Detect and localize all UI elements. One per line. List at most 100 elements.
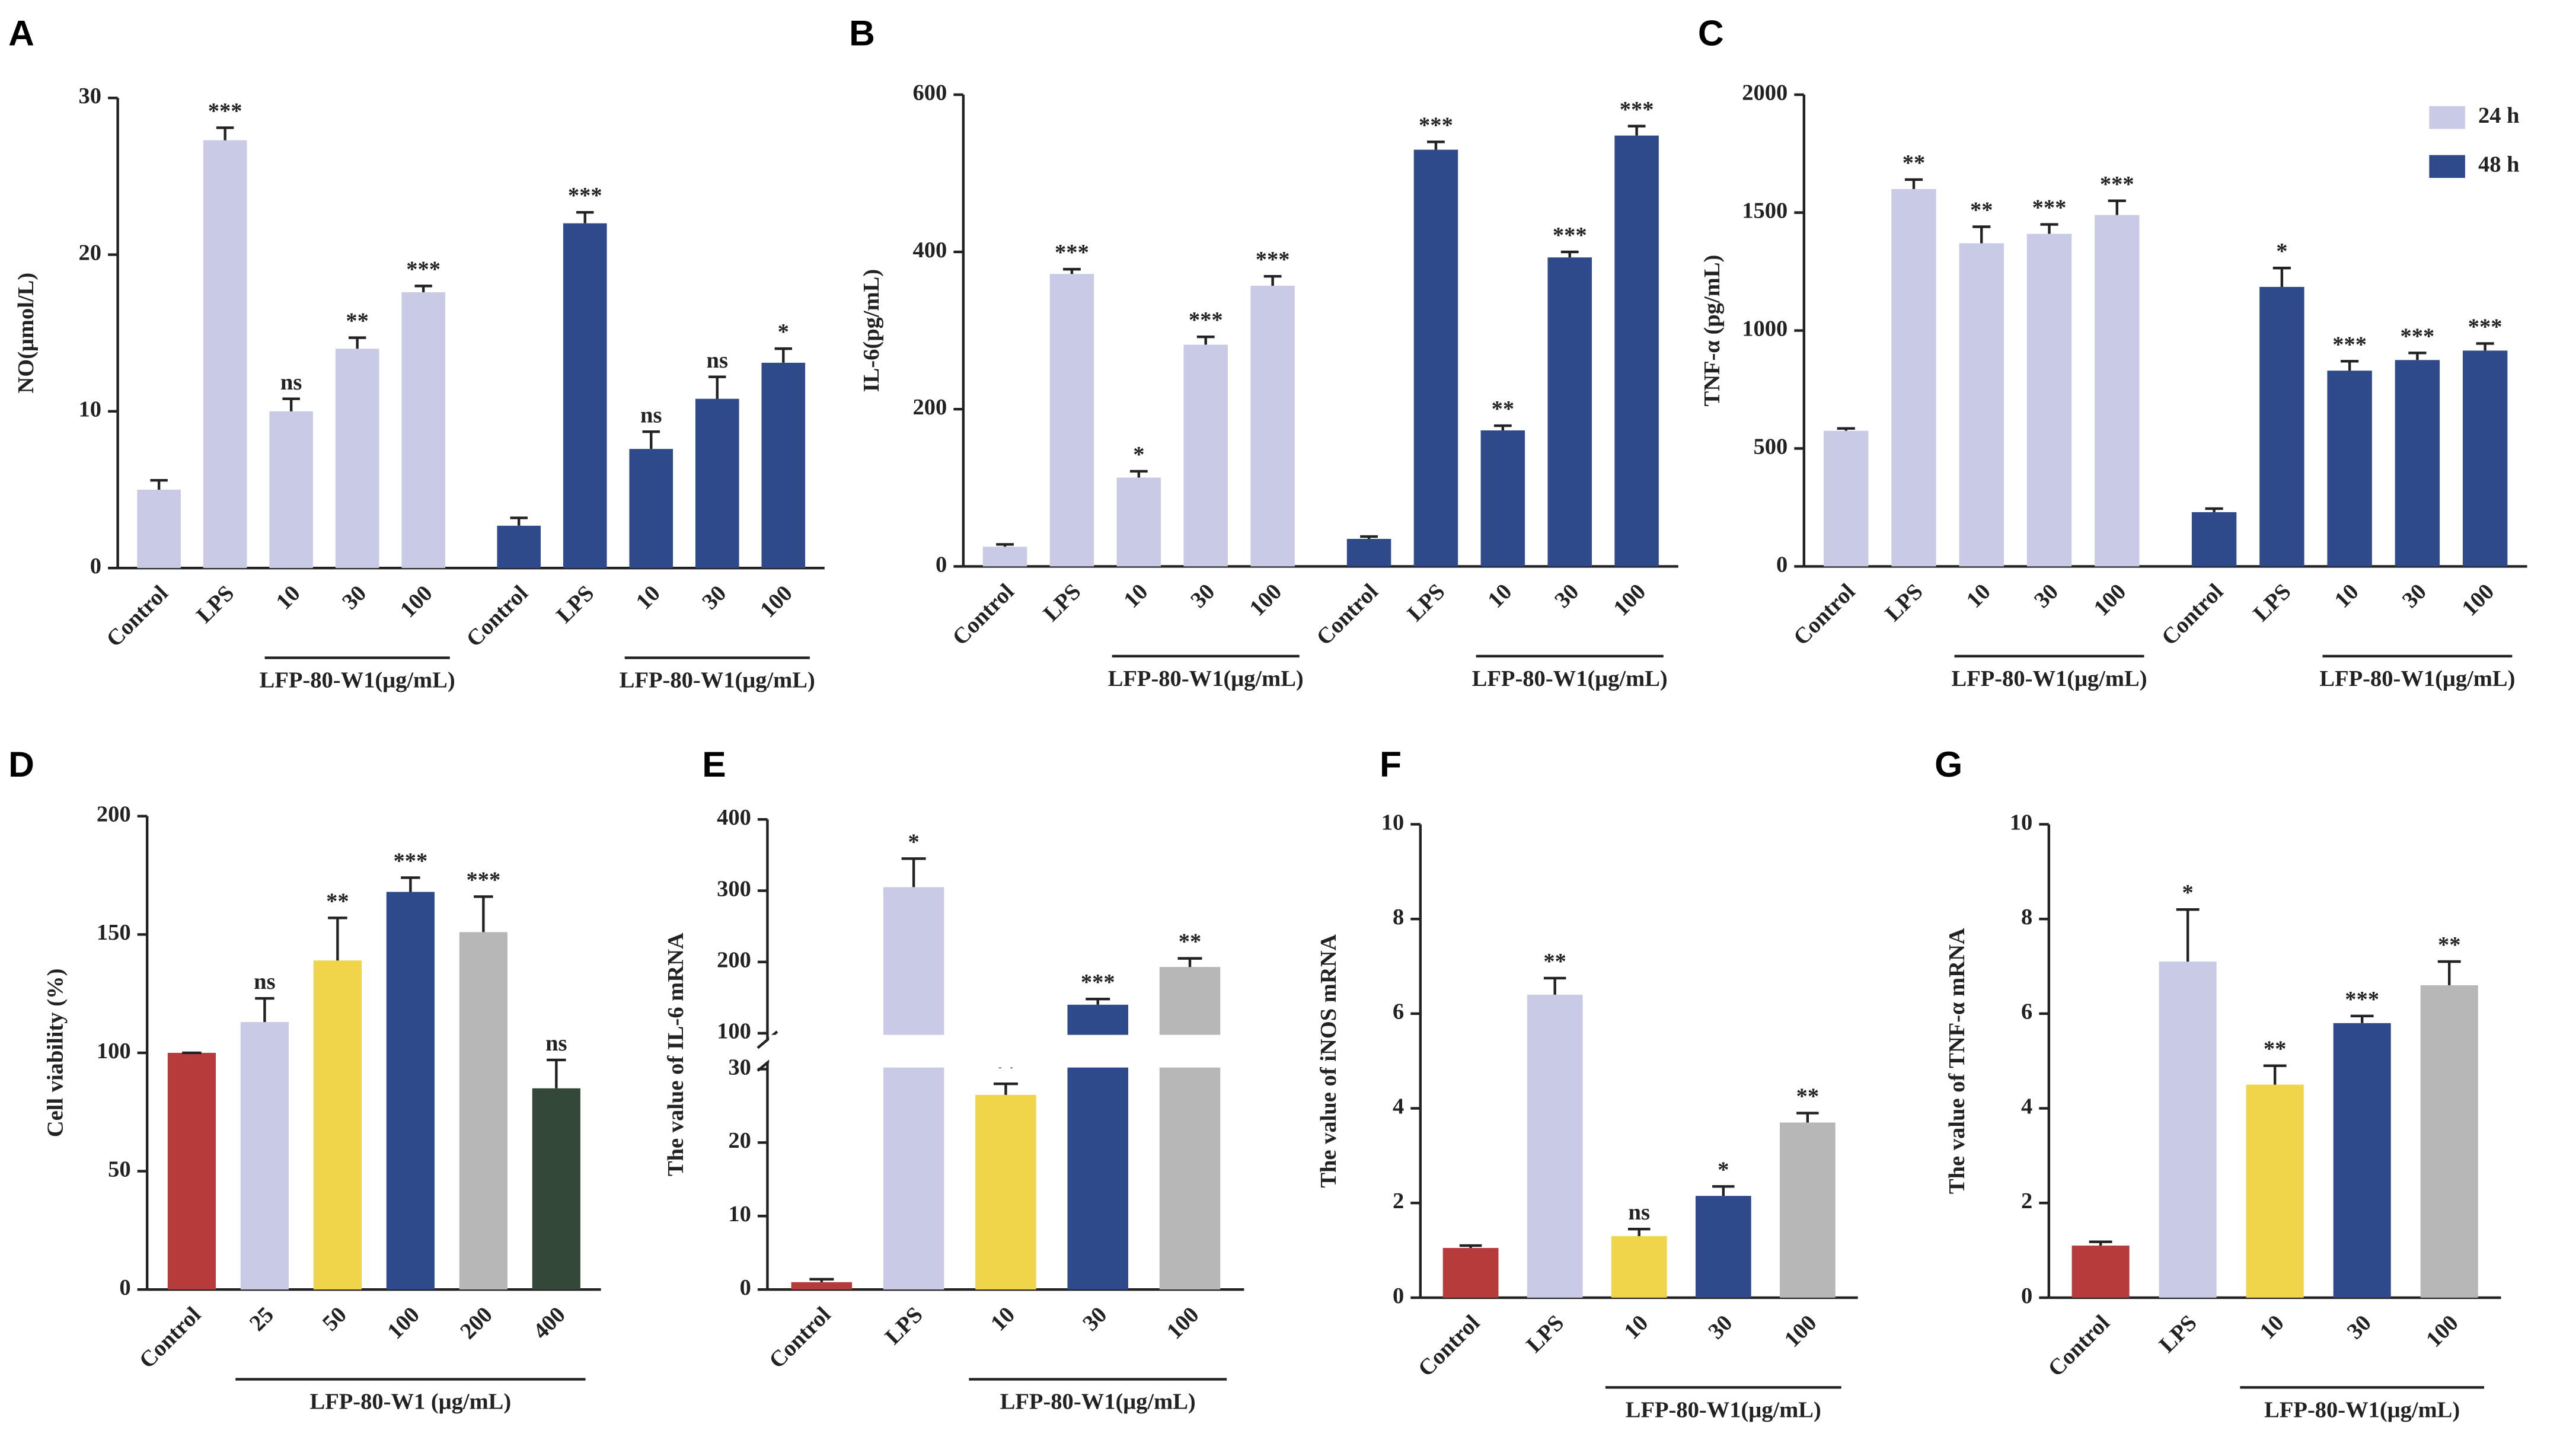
bar bbox=[240, 1022, 289, 1290]
x-tick-label: 10 bbox=[2255, 1310, 2289, 1344]
significance-label: ** bbox=[1543, 949, 1566, 974]
x-tick-label: LPS bbox=[192, 581, 240, 628]
y-tick-label: 8 bbox=[2021, 905, 2032, 930]
error-bar bbox=[1837, 427, 1855, 431]
error-bar bbox=[1712, 1185, 1735, 1196]
x-tick-label: 30 bbox=[1078, 1302, 1112, 1336]
x-tick-label: Control bbox=[1413, 1310, 1485, 1381]
y-tick-label: 400 bbox=[717, 805, 751, 830]
y-tick-label: 0 bbox=[1393, 1283, 1404, 1308]
y-axis-label: Cell viability (%) bbox=[43, 969, 68, 1138]
group-label: LFP-80-W1(μg/mL) bbox=[1000, 1390, 1196, 1415]
x-tick-label: 100 bbox=[382, 1302, 424, 1345]
significance-label: * bbox=[2276, 239, 2287, 264]
y-tick-label: 400 bbox=[913, 238, 947, 263]
bar bbox=[1250, 285, 1295, 567]
axis-break bbox=[756, 1030, 778, 1049]
error-bar bbox=[996, 543, 1014, 547]
bar bbox=[2026, 234, 2072, 567]
x-tick-label: 10 bbox=[1119, 579, 1153, 613]
error-bar bbox=[576, 210, 594, 223]
x-tick-label: LPS bbox=[1522, 1310, 1569, 1358]
bar bbox=[1413, 149, 1458, 567]
legend-label: 24 h bbox=[2478, 103, 2520, 128]
bar bbox=[1780, 1122, 1836, 1298]
error-bar bbox=[774, 347, 793, 363]
group-label: LFP-80-W1(μg/mL) bbox=[1951, 666, 2147, 691]
error-bar bbox=[510, 516, 528, 526]
bar bbox=[883, 887, 944, 1290]
error-bar bbox=[2437, 960, 2461, 985]
bar bbox=[975, 1094, 1036, 1290]
group-label: LFP-80-W1(μg/mL) bbox=[1626, 1398, 1821, 1423]
significance-label: *** bbox=[568, 183, 602, 208]
y-tick-label: 6 bbox=[1393, 1000, 1404, 1024]
bar bbox=[2327, 371, 2372, 567]
significance-label: ** bbox=[1492, 397, 1515, 422]
y-tick-label: 2 bbox=[2021, 1189, 2032, 1214]
error-bar bbox=[1560, 250, 1579, 258]
panel-letter: A bbox=[8, 13, 34, 53]
y-tick-label: 600 bbox=[913, 81, 947, 106]
y-tick-label: 0 bbox=[2021, 1283, 2032, 1308]
x-tick-label: 10 bbox=[2330, 579, 2364, 613]
significance-label: *** bbox=[2345, 987, 2379, 1012]
y-axis-label: IL-6(pg/mL) bbox=[859, 269, 884, 392]
y-tick-label: 50 bbox=[108, 1157, 131, 1182]
x-tick-label: 100 bbox=[395, 581, 438, 623]
bar bbox=[1547, 257, 1592, 567]
error-bar bbox=[708, 375, 726, 399]
bar bbox=[137, 490, 181, 569]
bar bbox=[2159, 962, 2217, 1298]
error-bar bbox=[1427, 141, 1445, 150]
y-tick-label: 2000 bbox=[1742, 81, 1787, 106]
significance-label: *** bbox=[2401, 324, 2435, 349]
y-tick-label: 30 bbox=[79, 84, 102, 108]
error-bar bbox=[2108, 199, 2126, 215]
error-bar bbox=[1904, 178, 1923, 189]
bar bbox=[1346, 538, 1391, 567]
error-bar bbox=[993, 1083, 1018, 1095]
bar bbox=[2191, 512, 2237, 567]
y-tick-label: 0 bbox=[936, 552, 947, 577]
panel-letter: B bbox=[849, 13, 875, 53]
significance-label: *** bbox=[208, 98, 242, 123]
significance-label: * bbox=[2182, 880, 2194, 905]
bar bbox=[497, 525, 541, 569]
bar bbox=[1611, 1236, 1667, 1298]
bar bbox=[629, 449, 673, 569]
bar bbox=[2420, 985, 2478, 1298]
bar bbox=[695, 398, 739, 569]
legend-swatch bbox=[2429, 155, 2465, 178]
error-bar bbox=[2341, 360, 2359, 371]
significance-label: ** bbox=[1903, 151, 1926, 175]
significance-label: *** bbox=[1553, 223, 1587, 248]
error-bar bbox=[1543, 976, 1566, 995]
x-tick-label: 400 bbox=[528, 1302, 570, 1345]
significance-label: *** bbox=[2468, 315, 2502, 340]
bar bbox=[761, 362, 806, 569]
group-label: LFP-80-W1(μg/mL) bbox=[1472, 666, 1668, 691]
y-tick-label: 10 bbox=[79, 397, 102, 422]
y-axis-label: NO(μmol/L) bbox=[14, 273, 39, 394]
x-tick-label: 10 bbox=[1483, 579, 1517, 613]
x-tick-label: 10 bbox=[1962, 579, 1996, 613]
y-tick-label: 10 bbox=[2010, 810, 2033, 835]
x-tick-label: LPS bbox=[1403, 579, 1450, 627]
y-tick-label: 300 bbox=[717, 876, 751, 901]
y-tick-label: 200 bbox=[913, 395, 947, 420]
significance-label: ** bbox=[2264, 1037, 2287, 1062]
y-tick-label: 20 bbox=[79, 240, 102, 265]
bar bbox=[1116, 477, 1161, 567]
x-tick-label: Control bbox=[135, 1302, 206, 1373]
significance-label: *** bbox=[1419, 113, 1453, 138]
bar bbox=[2259, 286, 2304, 567]
bar bbox=[2246, 1084, 2304, 1298]
y-tick-label: 4 bbox=[1393, 1094, 1404, 1119]
x-tick-label: 100 bbox=[1609, 579, 1651, 621]
bar bbox=[532, 1088, 580, 1290]
error-bar bbox=[1177, 957, 1202, 968]
error-bar bbox=[1063, 267, 1081, 274]
significance-label: ** bbox=[326, 889, 349, 914]
y-tick-label: 4 bbox=[2021, 1094, 2032, 1119]
